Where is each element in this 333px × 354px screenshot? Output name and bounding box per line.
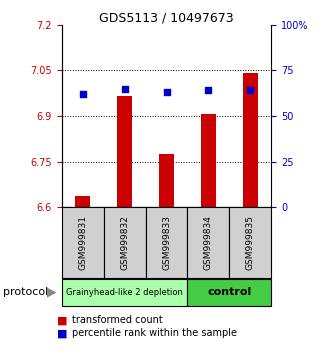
Bar [104, 207, 146, 278]
Point [248, 87, 253, 93]
Bar [117, 96, 132, 207]
Text: protocol: protocol [3, 287, 49, 297]
Point [122, 86, 127, 91]
Point [80, 91, 85, 97]
Text: transformed count: transformed count [72, 315, 163, 325]
Text: GSM999833: GSM999833 [162, 215, 171, 270]
Text: GDS5113 / 10497673: GDS5113 / 10497673 [99, 11, 234, 24]
Bar [243, 73, 258, 207]
Text: GSM999835: GSM999835 [246, 215, 255, 270]
Bar [62, 279, 187, 306]
Bar [146, 207, 187, 278]
Text: Grainyhead-like 2 depletion: Grainyhead-like 2 depletion [66, 288, 183, 297]
Point [206, 87, 211, 93]
Bar [75, 196, 90, 207]
Text: GSM999834: GSM999834 [204, 215, 213, 270]
Bar [62, 207, 104, 278]
Text: GSM999831: GSM999831 [78, 215, 87, 270]
Text: ■: ■ [57, 315, 67, 325]
Bar [159, 154, 174, 207]
Text: ■: ■ [57, 329, 67, 338]
Text: ▶: ▶ [47, 286, 56, 299]
Bar [229, 207, 271, 278]
Bar [187, 279, 271, 306]
Bar [201, 114, 216, 207]
Text: percentile rank within the sample: percentile rank within the sample [72, 329, 236, 338]
Bar [187, 207, 229, 278]
Point [164, 90, 169, 95]
Text: control: control [207, 287, 251, 297]
Text: GSM999832: GSM999832 [120, 215, 129, 270]
